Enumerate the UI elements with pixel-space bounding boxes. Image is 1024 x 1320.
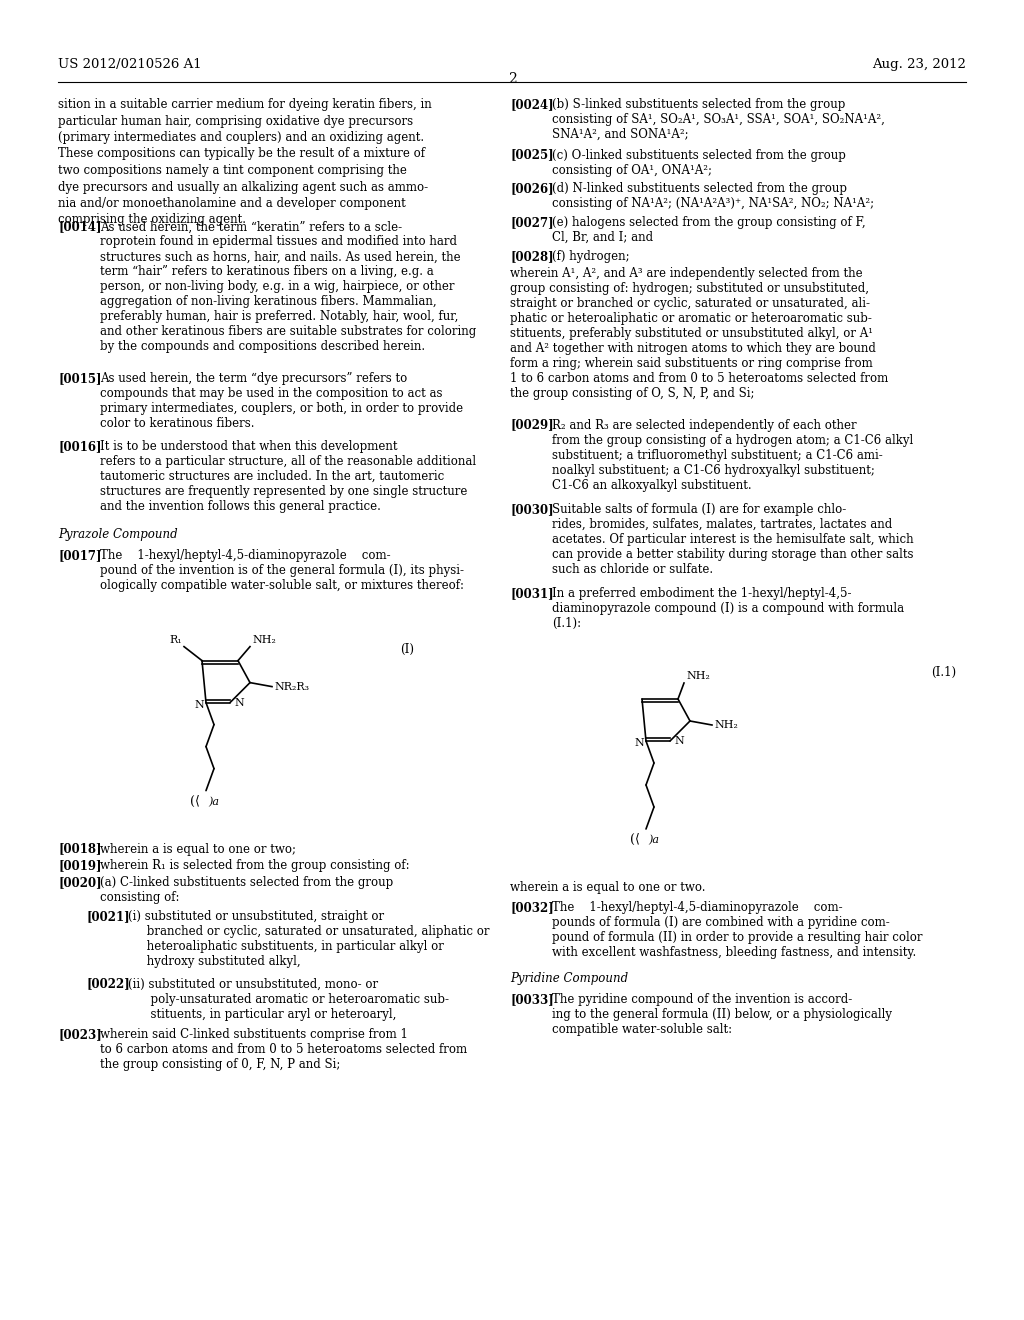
- Text: (ii) substituted or unsubstituted, mono- or
      poly-unsaturated aromatic or h: (ii) substituted or unsubstituted, mono-…: [128, 978, 449, 1020]
- Text: [0016]: [0016]: [58, 440, 101, 453]
- Text: [0029]: [0029]: [510, 418, 554, 432]
- Text: N: N: [194, 700, 204, 710]
- Text: )a: )a: [648, 836, 659, 845]
- Text: )a: )a: [208, 796, 219, 807]
- Text: As used herein, the term “dye precursors” refers to
compounds that may be used i: As used herein, the term “dye precursors…: [100, 372, 463, 430]
- Text: wherein R₁ is selected from the group consisting of:: wherein R₁ is selected from the group co…: [100, 859, 410, 873]
- Text: [0022]: [0022]: [86, 978, 130, 990]
- Text: wherein said C-linked substituents comprise from 1
to 6 carbon atoms and from 0 : wherein said C-linked substituents compr…: [100, 1028, 467, 1072]
- Text: US 2012/0210526 A1: US 2012/0210526 A1: [58, 58, 202, 71]
- Text: NH₂: NH₂: [686, 671, 710, 681]
- Text: NR₂R₃: NR₂R₃: [274, 681, 309, 692]
- Text: [0018]: [0018]: [58, 842, 101, 855]
- Text: [0024]: [0024]: [510, 98, 554, 111]
- Text: Aug. 23, 2012: Aug. 23, 2012: [872, 58, 966, 71]
- Text: [0020]: [0020]: [58, 876, 101, 890]
- Text: [0032]: [0032]: [510, 900, 554, 913]
- Text: Suitable salts of formula (I) are for example chlo-
rides, bromides, sulfates, m: Suitable salts of formula (I) are for ex…: [552, 503, 913, 576]
- Text: [0026]: [0026]: [510, 182, 554, 195]
- Text: R₂ and R₃ are selected independently of each other
from the group consisting of : R₂ and R₃ are selected independently of …: [552, 418, 913, 491]
- Text: wherein a is equal to one or two;: wherein a is equal to one or two;: [100, 842, 296, 855]
- Text: [0025]: [0025]: [510, 149, 554, 161]
- Text: R₁: R₁: [169, 635, 182, 644]
- Text: [0031]: [0031]: [510, 587, 554, 601]
- Text: (I): (I): [400, 643, 414, 656]
- Text: (f) hydrogen;: (f) hydrogen;: [552, 249, 630, 263]
- Text: sition in a suitable carrier medium for dyeing keratin fibers, in
particular hum: sition in a suitable carrier medium for …: [58, 98, 432, 227]
- Text: The    1-hexyl/heptyl-4,5-diaminopyrazole    com-
pounds of formula (I) are comb: The 1-hexyl/heptyl-4,5-diaminopyrazole c…: [552, 900, 923, 958]
- Text: (⟨: (⟨: [630, 833, 640, 846]
- Text: wherein A¹, A², and A³ are independently selected from the
group consisting of: : wherein A¹, A², and A³ are independently…: [510, 267, 888, 400]
- Text: (a) C-linked substituents selected from the group
consisting of:: (a) C-linked substituents selected from …: [100, 876, 393, 904]
- Text: N: N: [234, 697, 244, 708]
- Text: The pyridine compound of the invention is accord-
ing to the general formula (II: The pyridine compound of the invention i…: [552, 993, 892, 1036]
- Text: NH₂: NH₂: [252, 635, 275, 644]
- Text: [0030]: [0030]: [510, 503, 554, 516]
- Text: NH₂: NH₂: [714, 719, 738, 730]
- Text: The    1-hexyl/heptyl-4,5-diaminopyrazole    com-
pound of the invention is of t: The 1-hexyl/heptyl-4,5-diaminopyrazole c…: [100, 549, 464, 591]
- Text: [0027]: [0027]: [510, 216, 554, 230]
- Text: As used herein, the term “keratin” refers to a scle-
roprotein found in epiderma: As used herein, the term “keratin” refer…: [100, 220, 476, 354]
- Text: [0028]: [0028]: [510, 249, 554, 263]
- Text: (⟨: (⟨: [190, 795, 200, 808]
- Text: N: N: [674, 737, 684, 746]
- Text: [0033]: [0033]: [510, 993, 554, 1006]
- Text: wherein a is equal to one or two.: wherein a is equal to one or two.: [510, 880, 706, 894]
- Text: N: N: [634, 738, 644, 748]
- Text: Pyrazole Compound: Pyrazole Compound: [58, 528, 177, 541]
- Text: [0019]: [0019]: [58, 859, 101, 873]
- Text: It is to be understood that when this development
refers to a particular structu: It is to be understood that when this de…: [100, 440, 476, 512]
- Text: (i) substituted or unsubstituted, straight or
     branched or cyclic, saturated: (i) substituted or unsubstituted, straig…: [128, 909, 489, 968]
- Text: (b) S-linked substituents selected from the group
consisting of SA¹, SO₂A¹, SO₃A: (b) S-linked substituents selected from …: [552, 98, 885, 141]
- Text: [0017]: [0017]: [58, 549, 101, 562]
- Text: 2: 2: [508, 73, 516, 86]
- Text: (d) N-linked substituents selected from the group
consisting of NA¹A²; (NA¹A²A³): (d) N-linked substituents selected from …: [552, 182, 874, 210]
- Text: Pyridine Compound: Pyridine Compound: [510, 973, 628, 985]
- Text: (c) O-linked substituents selected from the group
consisting of OA¹, ONA¹A²;: (c) O-linked substituents selected from …: [552, 149, 846, 177]
- Text: [0023]: [0023]: [58, 1028, 101, 1041]
- Text: (I.1): (I.1): [931, 667, 956, 678]
- Text: [0015]: [0015]: [58, 372, 101, 385]
- Text: [0021]: [0021]: [86, 909, 130, 923]
- Text: In a preferred embodiment the 1-hexyl/heptyl-4,5-
diaminopyrazole compound (I) i: In a preferred embodiment the 1-hexyl/he…: [552, 587, 904, 631]
- Text: [0014]: [0014]: [58, 220, 101, 234]
- Text: (e) halogens selected from the group consisting of F,
Cl, Br, and I; and: (e) halogens selected from the group con…: [552, 216, 865, 244]
